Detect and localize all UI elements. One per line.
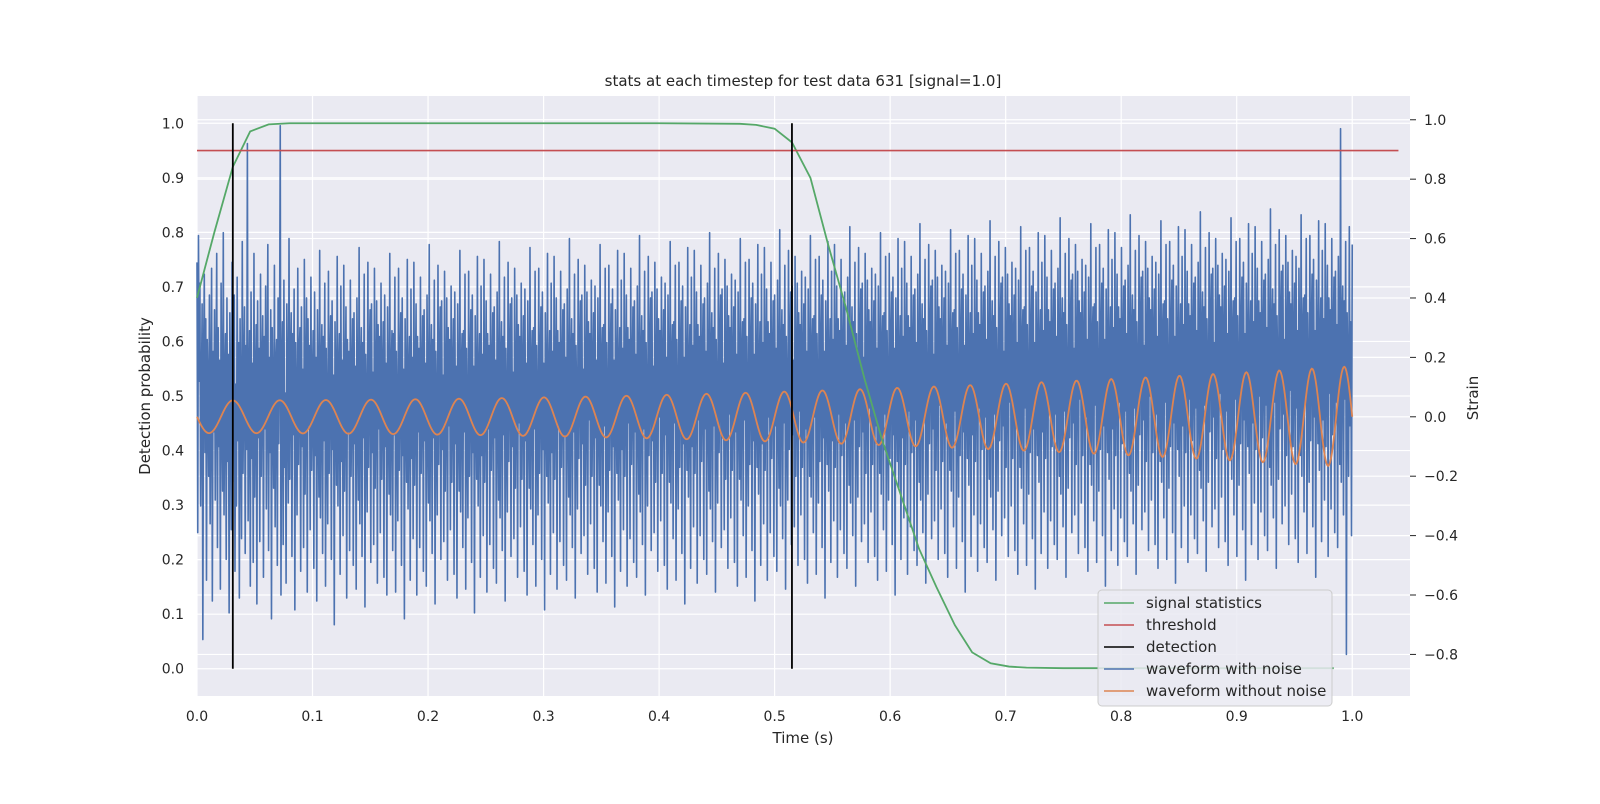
legend: signal statistics threshold detection wa… <box>1097 589 1333 707</box>
y-right-tick-label: 0.6 <box>1424 232 1446 248</box>
x-tick-label: 0.6 <box>879 709 901 725</box>
y-right-tick-label: −0.6 <box>1424 588 1458 604</box>
y-right-tick-label: 0.2 <box>1424 350 1446 366</box>
y-axis-label: Detection probability <box>136 317 154 475</box>
waveform-without-noise-line <box>196 365 1354 468</box>
legend-item-detection: detection <box>1104 638 1217 656</box>
x-tick-label: 0.3 <box>532 709 554 725</box>
y-right-tick-label: −0.2 <box>1424 469 1458 485</box>
y-tick-label: 0.1 <box>162 607 184 623</box>
y-tick-label: 0.3 <box>162 498 184 514</box>
legend-item-waveform-with-noise: waveform with noise <box>1104 660 1302 678</box>
x-tick-label: 0.5 <box>763 709 785 725</box>
y-right-tick-label: 0.4 <box>1424 291 1446 307</box>
y-tick-label: 0.9 <box>162 171 184 187</box>
y-tick-label: 0.0 <box>162 662 184 678</box>
y-right-tick-label: 0.8 <box>1424 172 1446 188</box>
y-right-tick-label: 0.0 <box>1424 410 1446 426</box>
signal-statistics-line <box>196 122 1334 670</box>
x-tick-label: 0.0 <box>186 709 208 725</box>
legend-label-detection: detection <box>1146 638 1217 656</box>
legend-item-waveform-without-noise: waveform without noise <box>1104 682 1326 700</box>
legend-label-threshold: threshold <box>1146 616 1217 634</box>
legend-label-waveform-without-noise: waveform without noise <box>1146 682 1326 700</box>
y-tick-label: 0.6 <box>162 334 184 350</box>
y-tick-label: 0.7 <box>162 280 184 296</box>
x-tick-label: 0.9 <box>1226 709 1248 725</box>
y-right-tick-label: −0.8 <box>1424 647 1458 663</box>
series-layer <box>196 122 1399 670</box>
y-tick-label: 0.8 <box>162 225 184 241</box>
x-tick-label: 0.1 <box>301 709 323 725</box>
x-tick-label: 0.7 <box>995 709 1017 725</box>
legend-label-waveform-with-noise: waveform with noise <box>1146 660 1302 678</box>
legend-item-signal-statistics: signal statistics <box>1104 594 1262 612</box>
x-tick-label: 0.2 <box>417 709 439 725</box>
y-tick-label: 0.4 <box>162 444 184 460</box>
y-tick-label: 1.0 <box>162 116 184 132</box>
y-tick-label: 0.2 <box>162 553 184 569</box>
x-tick-label: 0.8 <box>1110 709 1132 725</box>
chart-title: stats at each timestep for test data 631… <box>605 72 1002 90</box>
y-right-tick-label: 1.0 <box>1424 113 1446 129</box>
legend-label-signal-statistics: signal statistics <box>1146 594 1262 612</box>
waveform-with-noise-line <box>196 124 1354 656</box>
y-right-axis-label: Strain <box>1464 376 1482 420</box>
y-right-tick-label: −0.4 <box>1424 529 1458 545</box>
x-axis-label: Time (s) <box>772 729 834 747</box>
x-tick-label: 0.4 <box>648 709 670 725</box>
y-tick-label: 0.5 <box>162 389 184 405</box>
legend-box <box>1097 589 1333 707</box>
axes-layer: 0.0 0.1 0.2 0.3 0.4 0.5 0.6 0.7 0.8 0.9 1.0 0.0 0.1 0… <box>162 113 1458 725</box>
x-tick-label: 1.0 <box>1341 709 1363 725</box>
legend-item-threshold: threshold <box>1104 616 1217 634</box>
